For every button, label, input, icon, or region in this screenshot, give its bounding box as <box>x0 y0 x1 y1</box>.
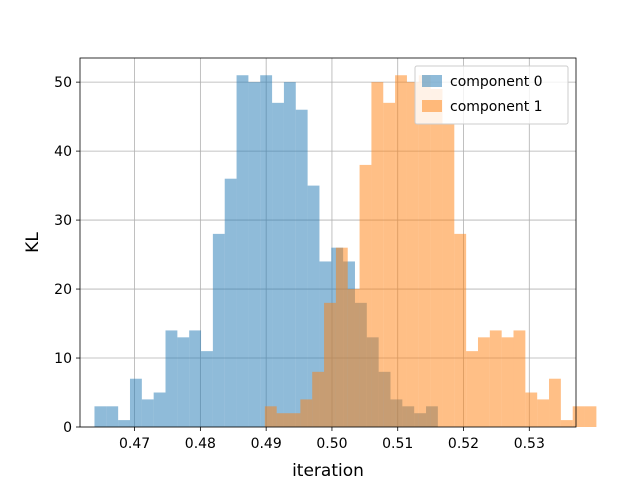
histogram-bar <box>264 406 277 427</box>
histogram-bar <box>584 406 597 427</box>
histogram-bar <box>513 330 526 427</box>
histogram-bar <box>165 330 178 427</box>
x-tick-label: 0.49 <box>251 436 282 452</box>
histogram-bar <box>260 75 273 428</box>
y-tick-label: 0 <box>63 420 72 436</box>
x-axis-label: iteration <box>292 461 364 480</box>
histogram-bar <box>177 337 190 427</box>
histogram-bar <box>489 330 502 427</box>
legend: component 0 component 1 <box>414 65 569 125</box>
histogram-bar <box>201 351 213 427</box>
histogram-bar <box>454 233 467 427</box>
y-tick-label: 20 <box>54 282 72 298</box>
histogram-bar <box>307 185 320 427</box>
histogram-bar <box>236 75 249 428</box>
histogram-bar <box>276 413 289 427</box>
histogram-bars <box>94 75 597 428</box>
x-tick-label: 0.50 <box>316 436 347 452</box>
histogram-bar <box>383 102 396 427</box>
histogram-bar <box>549 378 561 427</box>
legend-box <box>414 65 569 125</box>
histogram-bar <box>477 337 490 427</box>
histogram-bar <box>94 406 107 427</box>
histogram-bar <box>359 164 372 427</box>
histogram-bar <box>288 413 301 427</box>
y-tick-label: 30 <box>54 213 72 229</box>
histogram-bar <box>312 371 325 427</box>
histogram-bar <box>106 406 119 427</box>
x-tick-label: 0.53 <box>514 436 545 452</box>
histogram-bar <box>272 102 284 427</box>
histogram-bar <box>248 82 261 427</box>
series-1-bars <box>264 75 597 428</box>
histogram-bar <box>283 82 296 427</box>
histogram-bar <box>295 109 308 427</box>
histogram-bar <box>324 302 336 427</box>
histogram-bar <box>560 420 573 427</box>
y-tick-label: 10 <box>54 351 72 367</box>
x-tick-label: 0.51 <box>382 436 413 452</box>
histogram-bar <box>537 399 550 427</box>
plot-frame <box>79 57 577 428</box>
histogram-bar <box>442 123 455 427</box>
histogram-bar <box>153 392 166 427</box>
histogram-bar <box>466 351 478 427</box>
y-tick-label: 50 <box>54 75 72 91</box>
legend-swatch <box>422 75 442 87</box>
histogram-bar <box>335 247 348 427</box>
histogram-bar <box>525 392 538 427</box>
x-tick-label: 0.48 <box>185 436 216 452</box>
histogram-bar <box>347 289 360 427</box>
y-tick-label: 40 <box>54 144 72 160</box>
histogram-bar <box>129 378 142 427</box>
histogram-bar <box>118 420 130 427</box>
histogram-bar <box>224 178 237 427</box>
histogram-bar <box>395 75 407 428</box>
histogram-bar <box>501 337 514 427</box>
histogram-bar <box>371 82 384 427</box>
legend-label: component 0 <box>450 74 543 90</box>
x-tick-label: 0.52 <box>448 436 479 452</box>
axis-ticks: 0.47 0.48 0.49 0.50 0.51 0.52 0.53 0 10 20 30 40 50 <box>54 75 545 452</box>
y-axis-label: KL <box>23 232 43 253</box>
x-tick-label: 0.47 <box>119 436 150 452</box>
histogram-bar <box>212 233 225 427</box>
histogram-bar <box>430 89 443 427</box>
histogram-bar <box>141 399 154 427</box>
legend-label: component 1 <box>450 99 543 115</box>
histogram-bar <box>189 330 202 427</box>
histogram-bar <box>406 82 419 427</box>
histogram-bar <box>572 406 585 427</box>
histogram-bar <box>418 75 431 428</box>
histogram-bar <box>300 399 313 427</box>
legend-swatch <box>422 100 442 112</box>
